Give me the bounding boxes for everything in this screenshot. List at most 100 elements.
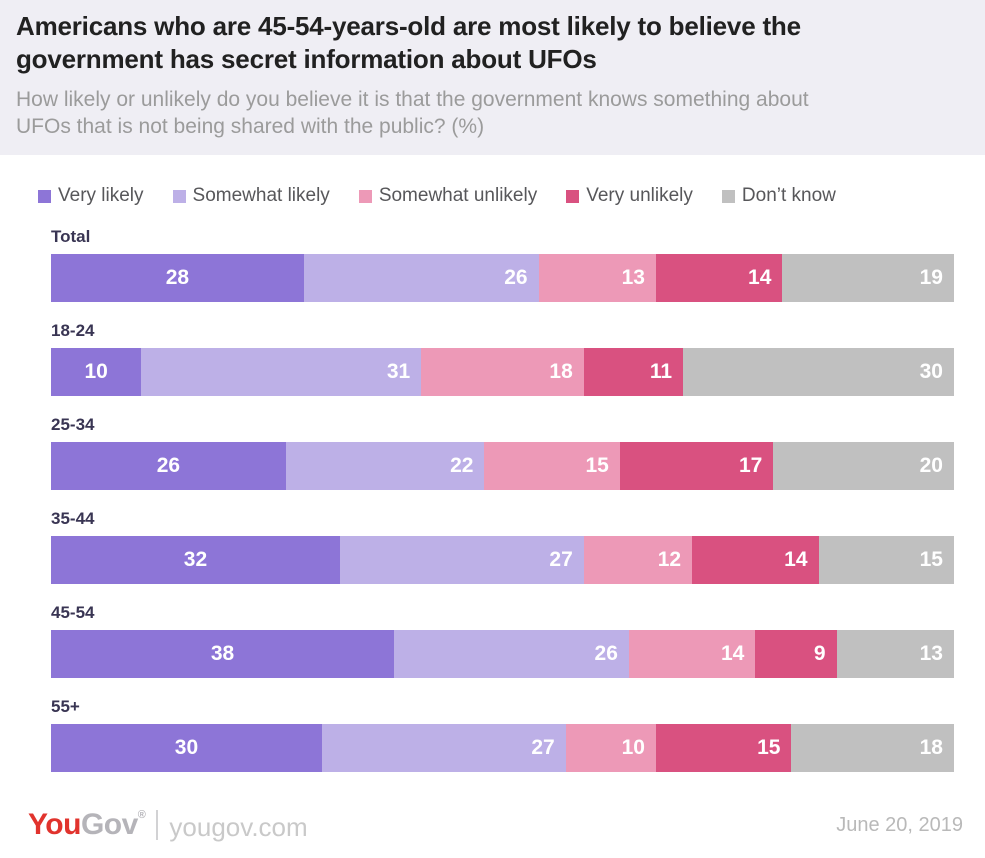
bar-value-label: 19 [919, 266, 943, 289]
bar-value-label: 15 [757, 736, 781, 759]
bar-segment: 15 [655, 724, 792, 772]
stacked-bar: 28 26 13 14 19 [51, 254, 954, 302]
bar-value-label: 30 [174, 736, 199, 759]
bar-segment: 13 [538, 254, 656, 302]
bar-segment: 26 [394, 630, 629, 678]
chart-subtitle: How likely or unlikely do you believe it… [16, 88, 809, 138]
legend-item: Very likely [38, 185, 144, 207]
bar-segment: 32 [51, 536, 340, 584]
row-label: 55+ [51, 697, 80, 716]
bar-segment: 27 [339, 536, 584, 584]
bar-value-label: 14 [720, 642, 745, 665]
bar-value-label: 30 [919, 360, 943, 383]
bar-segment: 14 [655, 254, 783, 302]
bar-value-label: 17 [739, 454, 763, 477]
bar-value-label: 15 [585, 454, 609, 477]
bar-value-label: 18 [549, 360, 573, 383]
row-label: 18-24 [51, 321, 95, 340]
bar-value-label: 32 [183, 548, 208, 571]
bar-segment: 28 [51, 254, 304, 302]
logo-divider [156, 810, 159, 840]
bar-segment: 22 [285, 442, 485, 490]
bar-value-label: 28 [165, 266, 190, 289]
chart-row: 18-24 10 31 18 11 30 [51, 321, 954, 396]
legend: Very likely Somewhat likely Somewhat unlik… [38, 185, 985, 207]
bar-value-label: 13 [919, 642, 943, 665]
bar-segment: 31 [141, 348, 422, 396]
bar-segment: 27 [321, 724, 566, 772]
chart-row: 25-34 26 22 15 17 20 [51, 415, 954, 490]
legend-label: Very likely [58, 185, 144, 206]
bar-segment: 13 [836, 630, 954, 678]
bar-value-label: 13 [621, 266, 645, 289]
bar-value-label: 15 [919, 548, 943, 571]
bar-segment: 20 [773, 442, 954, 490]
chart-rows: Total 28 26 13 14 19 18-24 10 31 18 11 30 25-34 26 22 1… [51, 227, 954, 772]
bar-segment: 12 [583, 536, 693, 584]
legend-label: Very unlikely [586, 185, 693, 206]
bar-value-label: 26 [594, 642, 618, 665]
bar-value-label: 14 [784, 548, 808, 571]
chart-row: 55+ 30 27 10 15 18 [51, 697, 954, 772]
bar-value-label: 27 [531, 736, 555, 759]
bar-segment: 15 [484, 442, 620, 490]
bar-segment: 15 [818, 536, 954, 584]
site-url: yougov.com [169, 812, 308, 842]
legend-swatch-icon [721, 189, 735, 203]
legend-item: Don’t know [721, 185, 836, 207]
bar-value-label: 12 [657, 548, 682, 571]
bar-segment: 10 [565, 724, 656, 772]
bar-value-label: 9 [813, 642, 826, 665]
bar-value-label: 22 [450, 454, 474, 477]
bar-value-label: 10 [621, 736, 645, 759]
chart-row: 45-54 38 26 14 9 13 [51, 603, 954, 678]
legend-label: Somewhat likely [192, 185, 330, 206]
bar-value-label: 20 [919, 454, 943, 477]
stacked-bar: 26 22 15 17 20 [51, 442, 954, 490]
bar-segment: 18 [421, 348, 584, 396]
bar-segment: 9 [755, 630, 837, 678]
bar-segment: 11 [583, 348, 684, 396]
bar-value-label: 27 [549, 548, 573, 571]
legend-swatch-icon [566, 189, 580, 203]
legend-item: Very unlikely [566, 185, 693, 207]
legend-swatch-icon [172, 189, 186, 203]
footer: YouGov® yougov.com June 20, 2019 [0, 810, 985, 840]
bar-value-label: 14 [748, 266, 772, 289]
bar-segment: 10 [51, 348, 142, 396]
bar-segment: 38 [51, 630, 395, 678]
stacked-bar: 32 27 12 14 15 [51, 536, 954, 584]
logo-you-text: You [28, 808, 81, 841]
bar-segment: 14 [692, 536, 819, 584]
stacked-bar: 30 27 10 15 18 [51, 724, 954, 772]
logo-gov-text: Gov [80, 808, 138, 841]
yougov-logo: YouGov® [28, 808, 146, 841]
chart-row: Total 28 26 13 14 19 [51, 227, 954, 302]
chart-title: Americans who are 45-54-years-old are mo… [16, 11, 801, 74]
legend-label: Don’t know [741, 185, 836, 206]
bar-value-label: 38 [210, 642, 235, 665]
bar-value-label: 18 [919, 736, 943, 759]
bar-segment: 26 [51, 442, 286, 490]
bar-segment: 30 [51, 724, 322, 772]
legend-item: Somewhat unlikely [358, 185, 537, 207]
row-label: 35-44 [51, 509, 95, 528]
bar-value-label: 11 [649, 360, 673, 383]
bar-segment: 26 [303, 254, 539, 302]
row-label: Total [51, 227, 91, 246]
bar-segment: 19 [782, 254, 954, 302]
row-label: 45-54 [51, 603, 95, 622]
stacked-bar: 10 31 18 11 30 [51, 348, 954, 396]
legend-item: Somewhat likely [172, 185, 330, 207]
row-label: 25-34 [51, 415, 95, 434]
legend-swatch-icon [358, 189, 372, 203]
bar-value-label: 26 [156, 454, 181, 477]
chart-row: 35-44 32 27 12 14 15 [51, 509, 954, 584]
bar-segment: 18 [791, 724, 954, 772]
bar-segment: 30 [683, 348, 954, 396]
bar-segment: 17 [619, 442, 774, 490]
legend-swatch-icon [38, 189, 51, 203]
bar-segment: 14 [628, 630, 756, 678]
bar-value-label: 26 [504, 266, 528, 289]
